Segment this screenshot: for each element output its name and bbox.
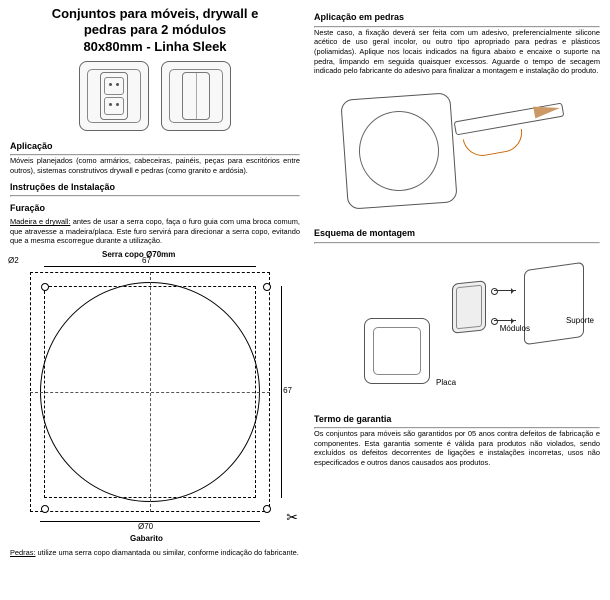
suporte-part xyxy=(524,261,584,344)
pedras-label: Pedras: xyxy=(10,548,35,557)
divider xyxy=(10,195,300,197)
section-heading: Furação xyxy=(10,203,300,215)
outlet-plate-illustration xyxy=(79,61,149,131)
pedras-body-text: Neste caso, a fixação deverá ser feita c… xyxy=(314,28,600,76)
corner-hole xyxy=(263,505,271,513)
dim-67-top: 67 xyxy=(142,256,151,266)
stone-support-ring xyxy=(340,92,457,209)
suporte-label: Suporte xyxy=(566,316,594,326)
serra-label: Serra copo Ø70mm xyxy=(102,250,175,260)
garantia-body-text: Os conjuntos para móveis são garantidos … xyxy=(314,429,600,468)
furacao-text: Madeira e drywall: antes de usar a serra… xyxy=(10,217,300,246)
screw-icon xyxy=(494,290,516,291)
product-images xyxy=(10,61,300,131)
title-line: Conjuntos para móveis, drywall e xyxy=(10,6,300,22)
divider xyxy=(314,242,600,244)
section-heading: Esquema de montagem xyxy=(314,228,600,240)
dim-67-right: 67 xyxy=(283,386,292,396)
section-heading: Termo de garantia xyxy=(314,414,600,426)
title-line: pedras para 2 módulos xyxy=(10,22,300,38)
corner-hole xyxy=(263,283,271,291)
switch-plate-illustration xyxy=(161,61,231,131)
furacao-label: Madeira e drywall: xyxy=(10,217,70,226)
center-cross-v xyxy=(150,272,151,512)
pedras-body: utilize uma serra copo diamantada ou sim… xyxy=(35,548,298,557)
gabarito-label: Gabarito xyxy=(130,534,163,544)
corner-hole xyxy=(41,283,49,291)
section-heading: Aplicação xyxy=(10,141,300,153)
modulos-part xyxy=(452,280,486,334)
section-heading: Aplicação em pedras xyxy=(314,12,600,24)
screw-icon xyxy=(494,320,516,321)
placa-label: Placa xyxy=(436,378,456,388)
main-title: Conjuntos para móveis, drywall e pedras … xyxy=(10,6,300,55)
modulos-label: Módulos xyxy=(500,324,530,334)
pedras-text: Pedras: utilize uma serra copo diamantad… xyxy=(10,548,300,558)
left-column: Conjuntos para móveis, drywall e pedras … xyxy=(10,6,300,594)
stone-adhesive-illustration xyxy=(314,82,584,222)
aplicacao-text: Móveis planejados (como armários, cabece… xyxy=(10,156,300,175)
dim-d70: Ø70 xyxy=(138,522,153,532)
section-heading: Instruções de Instalação xyxy=(10,182,300,194)
scissors-icon: ✂ xyxy=(286,508,298,526)
dim-d2: Ø2 xyxy=(8,256,19,266)
dim-line-right xyxy=(281,286,282,498)
placa-part xyxy=(364,318,430,384)
drill-template-diagram: Ø2 Serra copo Ø70mm 67 67 Ø70 Gabarito ✂ xyxy=(10,252,290,532)
assembly-diagram: Suporte Módulos Placa xyxy=(314,248,594,408)
title-line: 80x80mm - Linha Sleek xyxy=(10,39,300,55)
caulk-gun-handle xyxy=(463,129,526,159)
corner-hole xyxy=(41,505,49,513)
right-column: Aplicação em pedras Neste caso, a fixaçã… xyxy=(314,6,600,594)
